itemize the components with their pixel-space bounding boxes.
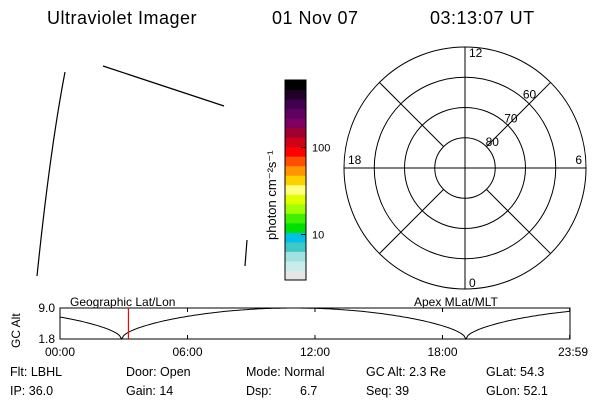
glat-info: GLat: 54.3 <box>486 365 545 379</box>
image-edge-left-line <box>36 71 66 277</box>
colorbar-swatch <box>285 127 306 138</box>
ip-info: IP: 36.0 <box>10 384 54 398</box>
mlt-label: 0 <box>469 276 476 290</box>
mlt-diagonal-line <box>486 82 551 147</box>
colorbar-tick-label: 10 <box>312 230 324 242</box>
colorbar-swatch <box>285 108 306 119</box>
door-info: Door: Open <box>126 365 191 379</box>
colorbar-swatch <box>285 203 306 214</box>
altitude-curve <box>59 307 571 340</box>
colorbar-swatch <box>285 99 306 110</box>
colorbar-swatch <box>285 251 306 262</box>
image-edge-top-line <box>102 65 225 107</box>
colorbar-swatch <box>285 146 306 157</box>
timeline-y-tick-label: 1.8 <box>38 332 55 346</box>
seq-info: Seq: 39 <box>366 384 410 398</box>
timeline-x-tick-label: 23:59 <box>558 345 588 359</box>
orbit-timeline-chart: 9.0 1.800:00 06:00 12:00 18:00 23:59 <box>38 301 588 359</box>
colorbar-swatch <box>285 118 306 129</box>
mlt-diagonal-line <box>379 189 444 254</box>
mlt-label: 12 <box>469 46 483 60</box>
timeline-x-tick-label: 12:00 <box>300 345 330 359</box>
timeline-right-title: Apex MLat/MLT <box>414 295 498 309</box>
image-edge-small-line <box>244 239 248 267</box>
gc-alt-info: GC Alt: 2.3 Re <box>366 365 446 379</box>
gain-info: Gain: 14 <box>126 384 174 398</box>
instrument-title: Ultraviolet Imager <box>47 8 198 28</box>
colorbar-swatch <box>285 222 306 233</box>
dsp-info-value: 6.7 <box>300 384 318 398</box>
timeline-y-tick-label: 9.0 <box>38 301 55 315</box>
colorbar-swatch <box>285 260 306 271</box>
colorbar-swatch <box>285 270 306 281</box>
timeline-x-tick-label: 00:00 <box>45 345 75 359</box>
latitude-label: 60 <box>523 87 537 101</box>
colorbar: 100 10 <box>284 79 330 281</box>
colorbar-swatch <box>285 184 306 195</box>
colorbar-swatch <box>285 165 306 176</box>
date-label: 01 Nov 07 <box>272 8 359 28</box>
dsp-info-label: Dsp: <box>246 384 272 398</box>
colorbar-frame <box>284 79 307 281</box>
colorbar-unit-label: photon cm⁻²s⁻¹ <box>264 150 279 240</box>
mlt-diagonal-line <box>486 189 551 254</box>
timeline-frame <box>59 307 571 340</box>
mlt-label: 6 <box>575 153 582 167</box>
colorbar-swatch <box>285 156 306 167</box>
mode-info: Mode: Normal <box>246 365 325 379</box>
timeline-left-title: Geographic Lat/Lon <box>70 295 176 309</box>
colorbar-swatch <box>285 232 306 243</box>
colorbar-swatch <box>285 80 306 91</box>
colorbar-swatch <box>285 137 306 148</box>
colorbar-swatch <box>285 175 306 186</box>
glon-info: GLon: 52.1 <box>486 384 548 398</box>
colorbar-swatch <box>285 241 306 252</box>
colorbar-swatch <box>285 194 306 205</box>
latitude-label: 80 <box>486 135 500 149</box>
colorbar-swatch <box>285 89 306 100</box>
timeline-x-tick-label: 06:00 <box>172 345 202 359</box>
mlt-label: 18 <box>348 153 362 167</box>
time-label: 03:13:07 UT <box>430 8 535 28</box>
latitude-label: 70 <box>504 111 518 125</box>
mlt-diagonal-line <box>379 82 444 147</box>
timeline-x-tick-label: 18:00 <box>427 345 457 359</box>
colorbar-tick-label: 100 <box>312 143 330 155</box>
filter-info: Flt: LBHL <box>10 365 63 379</box>
colorbar-swatch <box>285 213 306 224</box>
